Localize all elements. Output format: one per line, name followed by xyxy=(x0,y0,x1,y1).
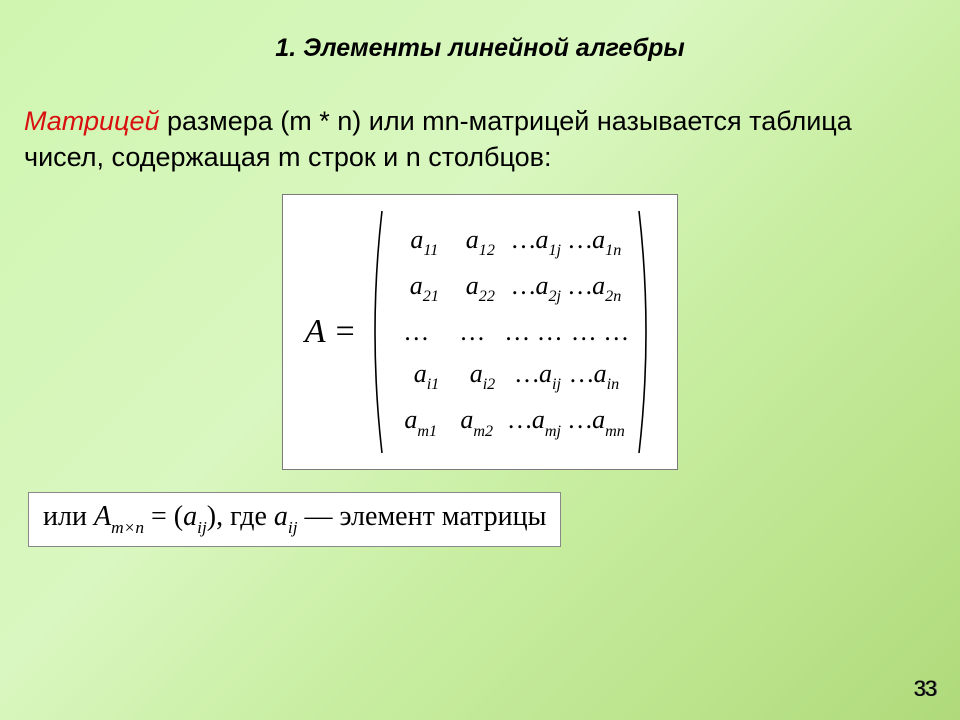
matrix-row: a11 a12 …a1j …a1n xyxy=(392,225,629,259)
el-dash: — xyxy=(298,501,340,532)
right-paren-icon xyxy=(635,209,655,455)
matrix-lhs: A = xyxy=(305,313,357,351)
element-line-wrap: или Am×n = (aij), где aij — элемент матр… xyxy=(28,492,936,548)
el-a2: a xyxy=(274,501,288,532)
matrix-row: ai1 ai2 …aij …ain xyxy=(392,359,629,393)
el-a2sub: ij xyxy=(288,518,298,537)
left-paren-icon xyxy=(366,209,386,455)
definition-text: Матрицей размера (m * n) или mn-матрицей… xyxy=(24,103,936,176)
el-aij-sub: ij xyxy=(197,518,207,537)
el-gde: где xyxy=(223,501,274,532)
matrix-box: A = a11 a12 …a1j …a1n a21 a22 …a2j …a2n xyxy=(282,194,679,470)
matrix-row: am1 am2 …amj …amn xyxy=(392,405,629,439)
matrix-row: a21 a22 …a2j …a2n xyxy=(392,271,629,305)
slide: 1. Элементы линейной алгебры Матрицей ра… xyxy=(0,0,960,720)
matrix-block: A = a11 a12 …a1j …a1n a21 a22 …a2j …a2n xyxy=(24,194,936,470)
el-A: A xyxy=(94,501,111,532)
matrix-row: … … … … … … xyxy=(392,317,629,347)
el-prefix: или xyxy=(43,501,94,532)
el-tail: элемент матрицы xyxy=(340,501,547,532)
el-close: ), xyxy=(207,501,223,532)
el-Asub: m×n xyxy=(111,518,144,537)
element-line: или Am×n = (aij), где aij — элемент матр… xyxy=(28,492,561,548)
term-word: Матрицей xyxy=(24,106,160,136)
matrix-body: a11 a12 …a1j …a1n a21 a22 …a2j …a2n … … … xyxy=(386,221,635,444)
el-eq: = ( xyxy=(144,501,183,532)
page-number: 33 xyxy=(914,676,936,702)
slide-title: 1. Элементы линейной алгебры xyxy=(24,34,936,63)
el-aij-a: a xyxy=(183,501,197,532)
